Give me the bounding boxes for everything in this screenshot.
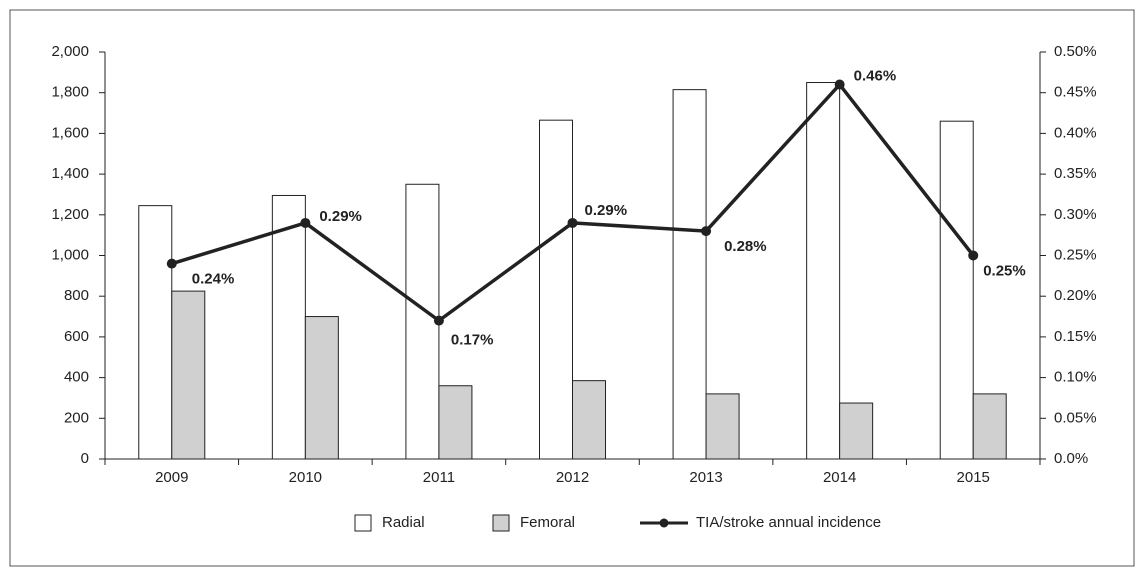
y2-tick-label: 0.20% <box>1054 287 1097 304</box>
y2-tick-label: 0.15% <box>1054 328 1097 345</box>
bar <box>405 183 440 460</box>
y-tick-label: 1,200 <box>51 206 89 223</box>
bar <box>939 120 974 460</box>
bar <box>672 89 707 460</box>
x-tick-label: 2012 <box>556 469 589 486</box>
x-tick-label: 2009 <box>155 469 188 486</box>
line-point <box>300 217 311 228</box>
y2-tick-label: 0.05% <box>1054 409 1097 426</box>
value-label: 0.17% <box>451 332 494 349</box>
line-point <box>433 315 444 326</box>
y-tick-label: 400 <box>64 369 89 386</box>
value-label: 0.29% <box>319 208 362 225</box>
bar <box>138 205 173 460</box>
legend-label: Femoral <box>520 514 575 531</box>
bar <box>271 194 306 460</box>
y2-tick-label: 0.0% <box>1054 450 1088 467</box>
value-label: 0.28% <box>724 238 767 255</box>
value-label: 0.46% <box>854 68 897 85</box>
bar <box>539 119 573 460</box>
x-tick-label: 2014 <box>823 469 856 486</box>
bar <box>839 402 874 460</box>
bar <box>972 393 1007 460</box>
y2-tick-label: 0.30% <box>1054 206 1097 223</box>
chart-border <box>9 9 1135 567</box>
y2-tick-label: 0.35% <box>1054 165 1097 182</box>
value-label: 0.29% <box>585 202 628 219</box>
bar <box>572 380 606 460</box>
value-label: 0.24% <box>192 271 235 288</box>
y-tick-label: 1,600 <box>51 124 89 141</box>
bar <box>171 290 206 460</box>
bar <box>304 316 339 460</box>
y-tick-label: 2,000 <box>51 43 89 60</box>
x-tick-label: 2013 <box>689 469 722 486</box>
y-tick-label: 0 <box>81 450 89 467</box>
y-tick-label: 1,800 <box>51 84 89 101</box>
y2-tick-label: 0.45% <box>1054 84 1097 101</box>
y2-tick-label: 0.50% <box>1054 43 1097 60</box>
bar <box>806 82 841 460</box>
y2-tick-label: 0.10% <box>1054 369 1097 386</box>
y-tick-label: 600 <box>64 328 89 345</box>
legend-swatch <box>354 514 372 532</box>
y2-tick-label: 0.25% <box>1054 246 1097 263</box>
y-tick-label: 200 <box>64 409 89 426</box>
y-tick-label: 1,000 <box>51 246 89 263</box>
line-point <box>834 79 845 90</box>
line-point <box>701 226 712 237</box>
legend-label: TIA/stroke annual incidence <box>696 514 881 531</box>
y-tick-label: 800 <box>64 287 89 304</box>
line-point <box>968 250 979 261</box>
line-point <box>567 217 578 228</box>
x-tick-label: 2010 <box>289 469 322 486</box>
line-point <box>166 258 177 269</box>
legend-label: Radial <box>382 514 425 531</box>
value-label: 0.25% <box>983 262 1026 279</box>
legend-marker <box>659 518 669 528</box>
bar <box>705 393 740 460</box>
legend-swatch <box>492 514 510 532</box>
bar <box>438 385 473 460</box>
x-tick-label: 2015 <box>957 469 990 486</box>
x-tick-label: 2011 <box>423 469 455 486</box>
y2-tick-label: 0.40% <box>1054 124 1097 141</box>
y-tick-label: 1,400 <box>51 165 89 182</box>
